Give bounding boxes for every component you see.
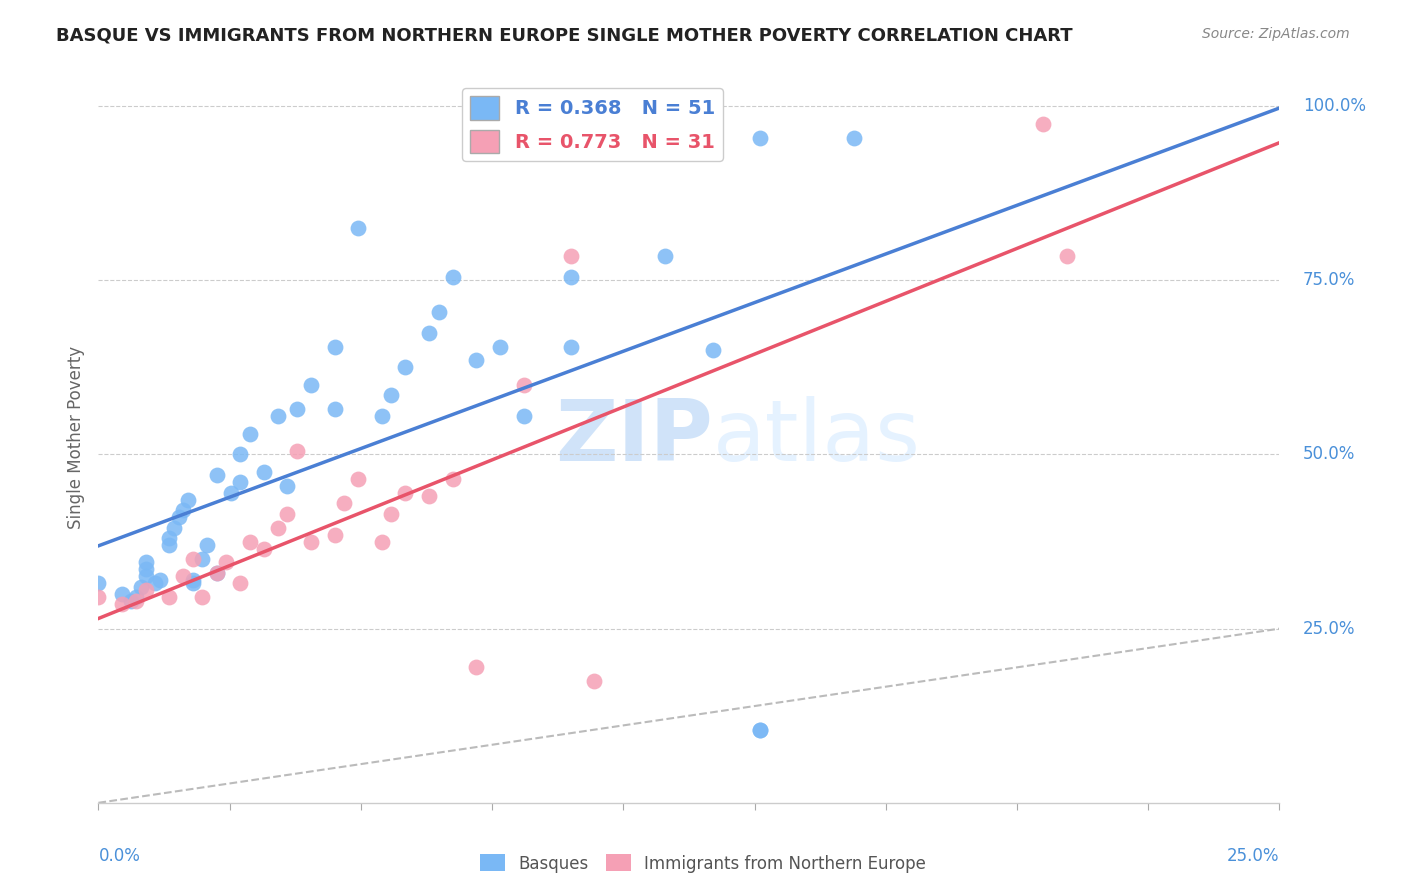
Text: 0.0%: 0.0%	[98, 847, 141, 864]
Point	[299, 377, 322, 392]
Text: 25.0%: 25.0%	[1303, 620, 1355, 638]
Point	[748, 130, 770, 145]
Legend: R = 0.368   N = 51, R = 0.773   N = 31: R = 0.368 N = 51, R = 0.773 N = 31	[463, 88, 723, 161]
Point	[149, 573, 172, 587]
Text: 25.0%: 25.0%	[1227, 847, 1279, 864]
Point	[135, 569, 157, 583]
Point	[181, 576, 204, 591]
Point	[560, 269, 582, 284]
Point	[111, 587, 134, 601]
Point	[143, 576, 166, 591]
Point	[87, 591, 110, 605]
Point	[748, 723, 770, 737]
Point	[285, 402, 308, 417]
Text: 50.0%: 50.0%	[1303, 445, 1355, 464]
Point	[205, 566, 228, 580]
Point	[267, 409, 290, 424]
Point	[135, 562, 157, 576]
Point	[172, 503, 194, 517]
Point	[285, 444, 308, 458]
Point	[560, 249, 582, 263]
Point	[465, 660, 488, 674]
Point	[394, 485, 416, 500]
Point	[87, 576, 110, 591]
Point	[229, 475, 252, 490]
Point	[135, 556, 157, 570]
Point	[299, 534, 322, 549]
Point	[129, 580, 152, 594]
Point	[347, 472, 370, 486]
Point	[157, 591, 180, 605]
Point	[844, 130, 866, 145]
Point	[239, 426, 262, 441]
Point	[748, 723, 770, 737]
Text: BASQUE VS IMMIGRANTS FROM NORTHERN EUROPE SINGLE MOTHER POVERTY CORRELATION CHAR: BASQUE VS IMMIGRANTS FROM NORTHERN EUROP…	[56, 27, 1073, 45]
Point	[323, 339, 346, 353]
Point	[512, 409, 534, 424]
Point	[195, 538, 218, 552]
Text: atlas: atlas	[713, 395, 921, 479]
Point	[253, 541, 276, 556]
Point	[157, 531, 180, 545]
Point	[583, 673, 606, 688]
Point	[441, 472, 464, 486]
Point	[219, 485, 242, 500]
Text: ZIP: ZIP	[555, 395, 713, 479]
Point	[229, 576, 252, 591]
Point	[560, 339, 582, 353]
Point	[121, 594, 143, 608]
Point	[167, 510, 190, 524]
Point	[489, 339, 512, 353]
Point	[177, 492, 200, 507]
Point	[380, 507, 402, 521]
Y-axis label: Single Mother Poverty: Single Mother Poverty	[66, 345, 84, 529]
Point	[371, 409, 394, 424]
Point	[465, 353, 488, 368]
Point	[323, 527, 346, 541]
Point	[267, 521, 290, 535]
Point	[253, 465, 276, 479]
Point	[654, 249, 676, 263]
Point	[239, 534, 262, 549]
Point	[427, 304, 450, 318]
Point	[215, 556, 238, 570]
Point	[418, 489, 440, 503]
Point	[1056, 249, 1078, 263]
Point	[702, 343, 724, 357]
Point	[512, 377, 534, 392]
Point	[347, 221, 370, 235]
Point	[181, 573, 204, 587]
Point	[205, 566, 228, 580]
Point	[191, 552, 214, 566]
Point	[276, 507, 298, 521]
Point	[418, 326, 440, 340]
Point	[205, 468, 228, 483]
Text: Source: ZipAtlas.com: Source: ZipAtlas.com	[1202, 27, 1350, 41]
Point	[181, 552, 204, 566]
Point	[323, 402, 346, 417]
Point	[333, 496, 356, 510]
Point	[125, 594, 148, 608]
Point	[157, 538, 180, 552]
Point	[276, 479, 298, 493]
Point	[394, 360, 416, 375]
Point	[191, 591, 214, 605]
Point	[380, 388, 402, 402]
Text: 75.0%: 75.0%	[1303, 271, 1355, 289]
Legend: Basques, Immigrants from Northern Europe: Basques, Immigrants from Northern Europe	[474, 847, 932, 880]
Point	[172, 569, 194, 583]
Point	[135, 583, 157, 598]
Point	[125, 591, 148, 605]
Point	[1032, 117, 1054, 131]
Point	[441, 269, 464, 284]
Point	[371, 534, 394, 549]
Point	[229, 448, 252, 462]
Text: 100.0%: 100.0%	[1303, 97, 1367, 115]
Point	[163, 521, 186, 535]
Point	[111, 597, 134, 611]
